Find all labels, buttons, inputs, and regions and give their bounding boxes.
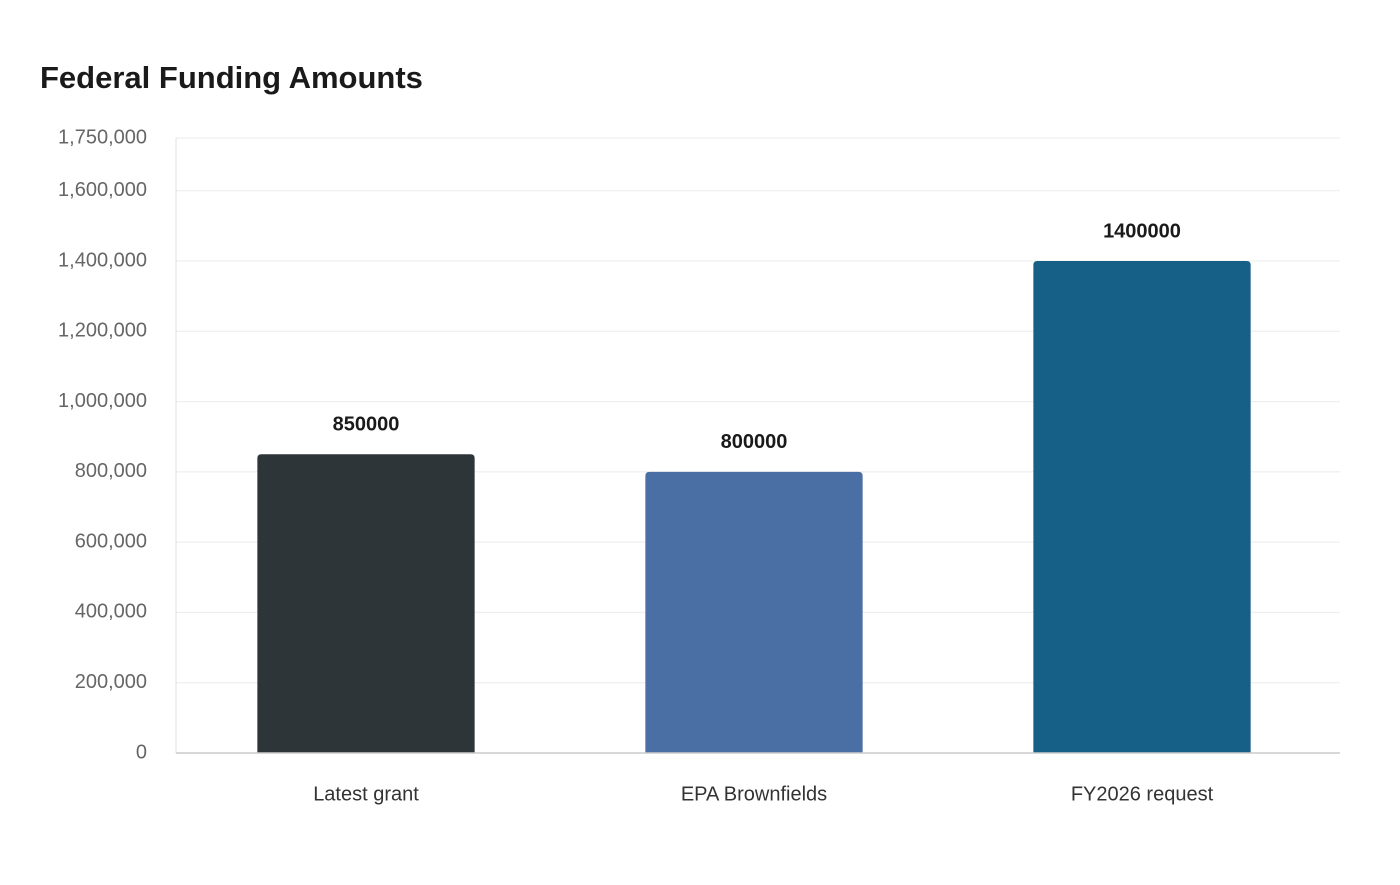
x-tick-label: FY2026 request xyxy=(1071,783,1214,805)
x-tick-label: EPA Brownfields xyxy=(681,783,827,805)
bar xyxy=(1033,261,1251,753)
y-tick-label: 0 xyxy=(136,741,147,763)
chart-title: Federal Funding Amounts xyxy=(40,60,423,95)
y-tick-label: 1,000,000 xyxy=(58,390,147,412)
bar xyxy=(257,454,475,753)
y-tick-label: 800,000 xyxy=(75,460,147,482)
y-tick-label: 1,200,000 xyxy=(58,320,147,342)
y-tick-label: 1,400,000 xyxy=(58,249,147,271)
value-label: 850000 xyxy=(333,414,400,436)
bar xyxy=(645,471,863,753)
x-tick-label: Latest grant xyxy=(313,783,419,805)
value-label: 800000 xyxy=(721,431,788,453)
y-tick-label: 400,000 xyxy=(75,601,147,623)
y-tick-label: 1,750,000 xyxy=(58,126,147,148)
y-tick-label: 200,000 xyxy=(75,671,147,693)
y-tick-label: 600,000 xyxy=(75,530,147,552)
y-tick-label: 1,600,000 xyxy=(58,179,147,201)
value-label: 1400000 xyxy=(1103,220,1181,242)
